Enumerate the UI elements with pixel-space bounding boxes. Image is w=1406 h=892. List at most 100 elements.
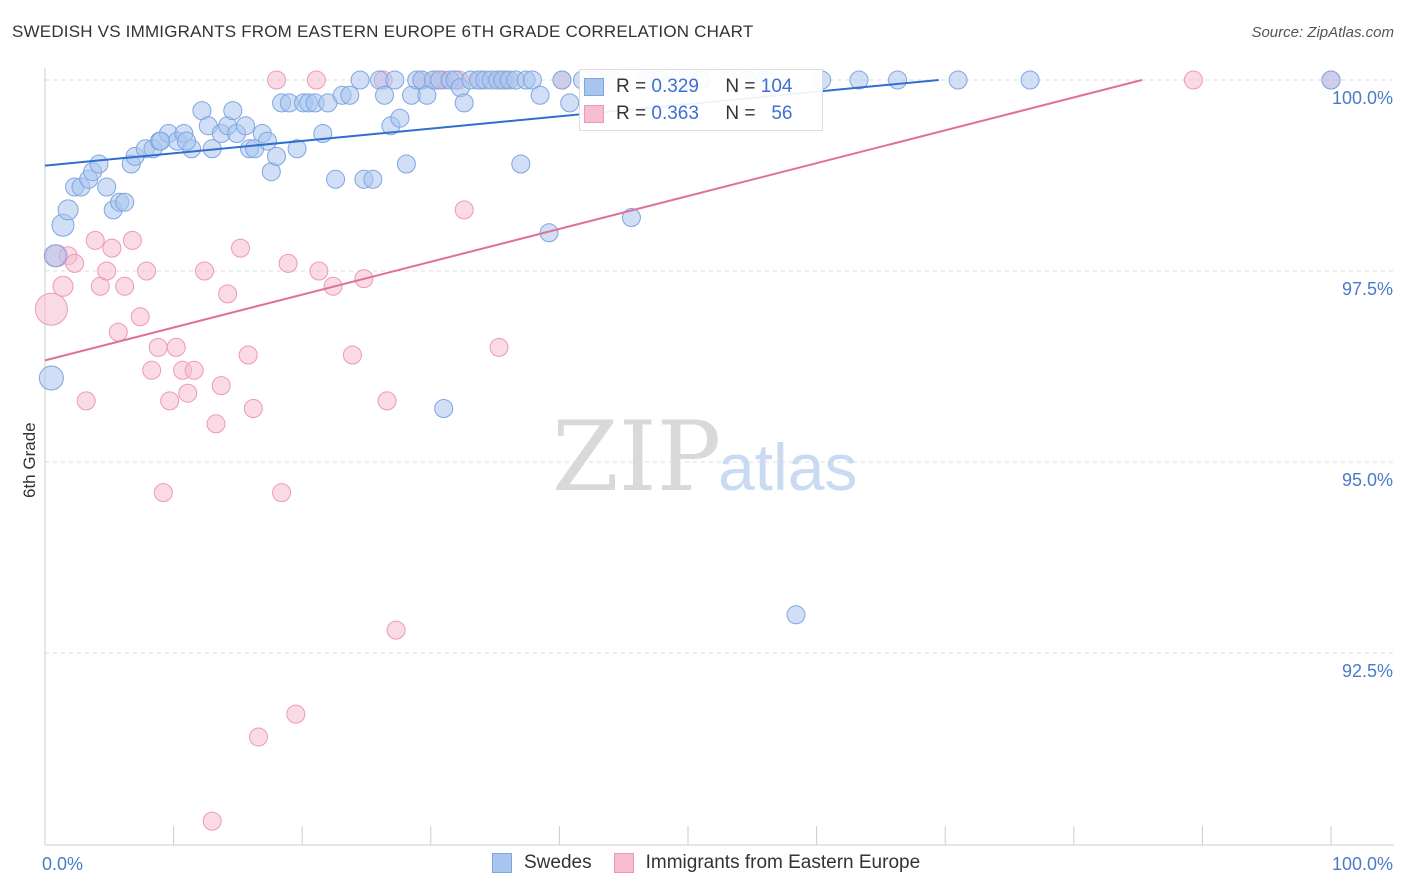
immigrants-point [108,322,128,342]
legend-item-immigrants: Immigrants from Eastern Europe [613,852,921,874]
series-legend: Swedes Immigrants from Eastern Europe [492,852,942,874]
immigrants-point [34,292,68,326]
swedes-point [287,139,307,159]
swedes-point [390,108,410,128]
watermark-atlas: atlas [718,430,857,504]
swedes-point [560,93,580,113]
swedes-point [177,131,196,151]
axes [44,68,1394,846]
immigrants-point [278,253,298,273]
legend-n-label: N = [725,103,756,124]
swedes-point [350,70,370,90]
swedes-point [539,223,559,243]
legend-row-immigrants: R = 0.363 N = 56 [580,101,792,127]
immigrants-trend-line [44,79,1143,362]
swedes-point [38,365,64,391]
immigrants-point [231,238,250,258]
swedes-point [115,192,135,212]
series-swedes-points [38,70,1341,625]
immigrants-point [267,70,286,90]
correlation-legend: R = 0.329 N = 104 R = 0.363 N = 56 [579,69,823,131]
immigrants-point [178,383,198,403]
immigrants-point [130,307,150,327]
immigrants-point [122,230,142,250]
legend-r-value: 0.329 [651,76,699,97]
immigrants-point [1183,70,1203,90]
swedes-point [522,70,542,90]
swedes-point [43,244,67,268]
y-axis-label: 6th Grade [20,422,39,498]
immigrants-point [184,360,204,380]
immigrants-point [97,261,117,281]
tick-labels: 100.0% 97.5% 95.0% 92.5% 0.0% 100.0% [42,88,1393,874]
immigrants-point [272,483,292,503]
swedes-point [89,154,109,174]
legend-swatch-immigrants [613,853,634,873]
immigrants-point [211,376,231,396]
legend-n-label: N = [725,76,756,97]
legend-label-immigrants: Immigrants from Eastern Europe [645,852,921,873]
watermark: ZIP atlas [552,401,857,513]
immigrants-point [137,261,157,281]
swedes-point [223,101,243,121]
immigrants-point [243,399,263,418]
immigrants-point [377,391,397,411]
y-tick-label: 92.5% [1342,661,1393,681]
swedes-point [267,146,286,166]
y-tick-label: 97.5% [1342,279,1393,299]
immigrants-point [160,391,180,411]
swedes-point [434,399,454,418]
immigrants-point [309,261,329,281]
x-tick-label-left: 0.0% [42,854,83,874]
legend-r-label: R = [616,103,647,124]
y-tick-label: 95.0% [1342,470,1393,490]
immigrants-point [76,391,96,411]
immigrants-point [166,337,186,357]
watermark-zip: ZIP [552,401,721,513]
swedes-point [511,154,531,174]
chart-title: SWEDISH VS IMMIGRANTS FROM EASTERN EUROP… [12,22,754,41]
immigrants-point [386,620,406,640]
swedes-point [1321,70,1341,90]
swedes-point [786,605,806,625]
immigrants-point [195,261,214,281]
immigrants-point [65,253,85,273]
immigrants-point [148,337,168,357]
swedes-point [340,85,360,105]
immigrants-point [306,70,326,90]
swedes-point [454,93,474,113]
swedes-point [948,70,968,90]
swedes-point [1020,70,1040,90]
immigrants-point [206,414,226,434]
swedes-point [621,208,641,227]
legend-label-swedes: Swedes [524,852,592,873]
legend-item-swedes: Swedes [492,852,592,874]
x-tick-label-right: 100.0% [1332,854,1393,874]
immigrants-point [85,230,105,250]
immigrants-point [142,360,162,380]
swedes-point [375,85,394,105]
swedes-point [849,70,869,90]
swedes-point [326,169,346,189]
immigrants-point [286,704,306,724]
swedes-point [97,177,117,197]
legend-swatch-blue [584,78,604,96]
immigrants-point [102,238,122,258]
legend-n-value: 104 [760,76,793,97]
legend-r-label: R = [616,76,647,97]
immigrants-point [218,284,238,304]
swedes-point [552,70,572,90]
gridlines [45,79,1394,654]
immigrants-point [115,276,135,296]
immigrants-point [238,345,258,365]
legend-swatch-pink [584,105,604,123]
swedes-point [236,116,256,136]
swedes-point [530,85,550,105]
immigrants-point [52,275,74,297]
legend-swatch-swedes [492,853,512,873]
legend-row-swedes: R = 0.329 N = 104 [580,74,792,100]
immigrants-point [202,811,222,831]
swedes-point [385,70,405,90]
swedes-point [888,70,908,90]
